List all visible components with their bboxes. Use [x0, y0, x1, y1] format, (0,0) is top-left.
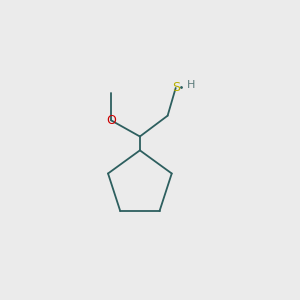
Text: S: S	[172, 82, 180, 94]
Text: H: H	[187, 80, 195, 89]
Text: O: O	[106, 114, 116, 127]
